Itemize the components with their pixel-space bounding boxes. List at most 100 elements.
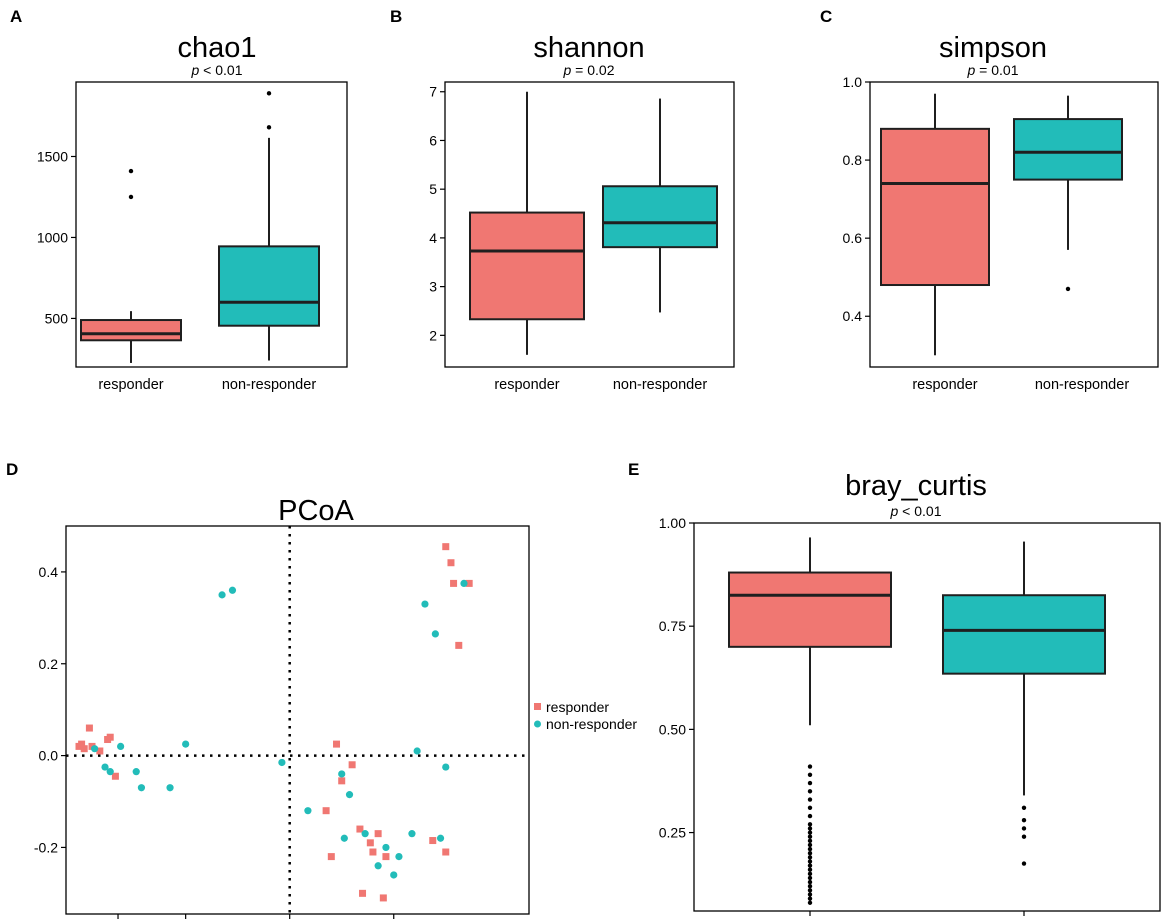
panel-b-plot-frame [444,81,735,368]
non-responder-outlier-point [1021,861,1027,866]
non-responder-point [345,791,354,799]
y-tick-label: 0.50 [659,721,686,737]
responder-box [880,127,990,287]
panel-b: B shannon p = 0.02 2 3 4 5 6 7 responder non-… [390,7,735,393]
y-tick-label: 6 [429,132,437,148]
panel-a-subtitle: p < 0.01 [191,62,243,78]
y-tick-label: 1500 [37,148,68,164]
non-responder-box [602,185,718,249]
non-responder-box [942,594,1106,675]
responder-outlier-point [807,838,813,844]
responder-outlier-point [807,900,813,905]
legend-responder-label: responder [546,699,609,715]
responder-box [469,211,585,321]
panel-a-y-axis: 500 1000 1500 [37,148,76,326]
non-responder-point [137,784,146,792]
responder-box [728,571,892,648]
panel-c-subtitle: p = 0.01 [967,62,1019,78]
panel-c-xlabel-non-responder: non-responder [1035,377,1129,393]
non-responder-point [228,586,237,594]
responder-outlier-point [807,879,813,885]
y-tick-label: 0.75 [659,618,686,634]
y-tick-label: 1.0 [843,74,863,90]
panel-c-letter: C [820,7,832,26]
legend-non-responder-marker [534,720,541,728]
y-tick-label: 0.8 [843,152,863,168]
y-tick-label: 0.6 [843,230,863,246]
panel-e-boxes [728,537,1106,916]
y-tick-label: 0.4 [39,564,59,580]
responder-outlier-point [128,168,134,174]
panel-c-y-axis: 0.4 0.6 0.8 1.0 [843,74,870,324]
responder-point [382,853,390,861]
responder-outlier-point [807,884,813,889]
responder-outlier-point [807,805,813,811]
panel-d-plot-frame [65,525,530,915]
panel-c: C simpson p = 0.01 0.4 0.6 0.8 1.0 responde… [820,7,1159,393]
y-tick-label: 5 [429,181,437,197]
panel-a-xlabel-non-responder: non-responder [222,377,316,393]
non-responder-point [278,758,286,767]
y-tick-label: 500 [45,310,69,326]
panel-e-plot-frame [693,522,1161,912]
responder-point [78,740,86,748]
responder-outlier-point [807,830,813,835]
panel-c-plot-frame [869,81,1159,368]
panel-a-title: chao1 [177,32,256,64]
non-responder-point [182,740,190,748]
non-responder-point [361,830,369,838]
y-tick-label: 0.4 [843,308,863,324]
responder-outlier-point [807,867,813,872]
responder-point [465,579,473,587]
responder-outlier-point [807,888,813,893]
responder-point [366,839,374,847]
responder-outlier-point [807,871,813,877]
non-responder-point [338,770,346,778]
panel-b-xlabel-non-responder: non-responder [613,377,707,393]
non-responder-outlier-point [266,125,272,130]
panel-b-title: shannon [533,32,644,64]
responder-outlier-point [807,789,813,794]
responder-outlier-point [807,875,813,881]
non-responder-point [395,853,403,861]
responder-outlier-point [807,842,813,848]
responder-point [447,559,455,567]
panel-c-xlabel-responder: responder [912,377,977,393]
non-responder-point [460,579,468,587]
responder-point [85,724,93,732]
non-responder-outlier-point [1021,834,1027,839]
panel-d: D PCoA -0.2 0.0 0.2 0.4 responder non-respo… [6,460,637,919]
panel-d-legend: responder non-responder [534,699,637,732]
non-responder-point [166,784,174,792]
responder-outlier-point [807,846,813,852]
panel-d-x-axis [117,914,395,919]
panel-e-title: bray_curtis [845,470,987,502]
y-tick-label: 0.0 [39,748,59,764]
responder-point [359,889,367,897]
y-tick-label: 0.2 [39,656,59,672]
responder-outlier-point [807,834,813,839]
non-responder-outlier-point [1021,805,1027,811]
responder-outlier-point [807,772,813,777]
responder-point [379,894,387,902]
responder-point [327,853,335,861]
panel-b-letter: B [390,7,402,26]
responder-outlier-point [807,764,813,769]
y-tick-label: 2 [429,327,437,343]
panel-b-subtitle: p = 0.02 [563,62,615,78]
non-responder-box [218,245,320,327]
panel-c-title: simpson [939,32,1047,64]
panel-b-y-axis: 2 3 4 5 6 7 [429,84,445,343]
responder-outlier-point [807,896,813,901]
legend-non-responder-label: non-responder [546,716,637,732]
responder-outlier-point [807,822,813,827]
non-responder-point [91,745,99,753]
panel-e-letter: E [628,460,639,479]
y-tick-label: 1000 [37,229,68,245]
non-responder-point [218,591,226,599]
y-tick-label: 7 [429,84,437,100]
y-tick-label: 4 [429,230,437,246]
non-responder-point [106,768,114,776]
panel-a-xlabel-responder: responder [98,377,163,393]
